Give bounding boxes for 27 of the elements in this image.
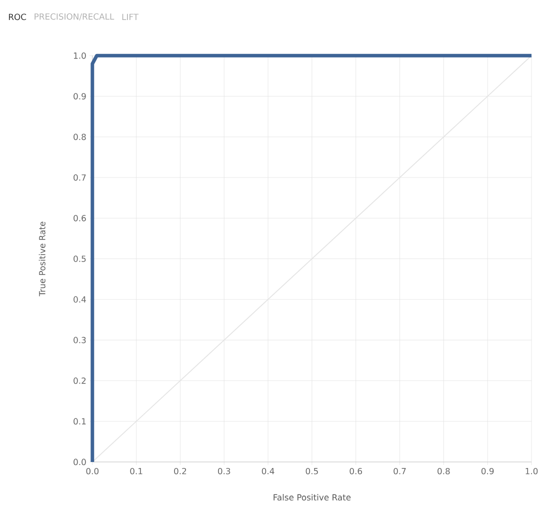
x-tick-label: 0.2 [174,468,186,475]
x-tick-label: 0.0 [86,468,99,475]
x-tick-label: 0.4 [262,468,274,475]
x-tick-label: 0.5 [306,468,318,475]
x-tick-label: 1.0 [526,468,538,475]
x-tick-label: 0.8 [438,468,450,475]
y-tick-label: 0.6 [74,215,86,222]
x-axis-title: False Positive Rate [274,494,351,501]
text: PRECISION/RECALL [34,14,114,21]
x-tick-label: 0.7 [394,468,406,475]
y-axis-title: True Positive Rate [38,222,46,297]
y-tick-label: 1.0 [74,52,86,60]
y-tick-label: 0.7 [74,174,86,181]
x-tick-label: 0.9 [481,468,494,475]
y-tick-label: 0.9 [74,93,86,100]
x-tick-label: 0.6 [350,468,362,475]
x-tick-label: 0.3 [218,468,230,475]
text: LIFT [122,14,139,20]
text: ROC [8,14,26,20]
x-tick-label: 0.1 [130,468,142,475]
y-tick-label: 0.3 [74,337,86,344]
y-tick-label: 0.0 [74,458,86,466]
y-tick-label: 0.2 [74,378,86,384]
y-tick-label: 0.8 [74,134,86,140]
y-tick-label: 0.4 [74,296,86,303]
y-tick-label: 0.1 [74,418,86,425]
y-tick-label: 0.5 [74,256,86,262]
